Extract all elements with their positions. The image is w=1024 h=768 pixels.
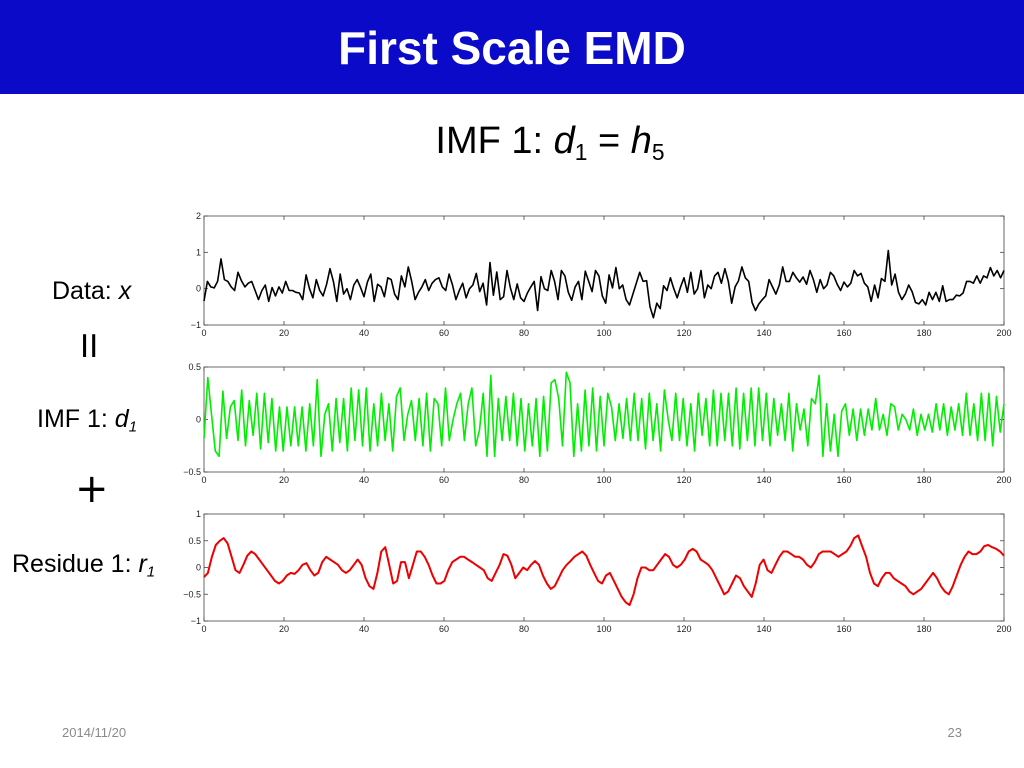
imf-x-tick-label: 180: [916, 475, 931, 485]
residue-y-tick-label: −0.5: [183, 589, 201, 599]
data-x-tick-label: 60: [439, 328, 449, 338]
imf-label-sub: 1: [128, 418, 138, 436]
footer-date: 2014/11/20: [62, 725, 127, 740]
imf-y-tick-label: −0.5: [183, 467, 201, 477]
plus-symbol: +: [75, 466, 109, 512]
imf-x-tick-label: 40: [359, 475, 369, 485]
imf-x-tick-label: 100: [596, 475, 611, 485]
imf-x-tick-label: 200: [996, 475, 1011, 485]
residue-label: Residue 1: r1: [12, 550, 156, 581]
residue-x-tick-label: 140: [756, 624, 771, 634]
residue-x-tick-label: 100: [596, 624, 611, 634]
data-label-var: x: [118, 277, 132, 305]
imf-series-line: [203, 371, 1005, 458]
residue-x-tick-label: 80: [519, 624, 529, 634]
slide-title: First Scale EMD: [338, 22, 686, 74]
residue-y-tick-label: 0: [196, 563, 201, 573]
imf-x-tick-label: 80: [519, 475, 529, 485]
data-label-text: Data:: [52, 277, 119, 305]
data-y-tick-label: 2: [196, 211, 201, 221]
data-x-tick-label: 160: [836, 328, 851, 338]
subtitle-var-h: h: [630, 120, 652, 162]
data-label: Data: x: [52, 277, 131, 306]
imf-x-tick-label: 120: [676, 475, 691, 485]
residue-x-tick-label: 40: [359, 624, 369, 634]
data-y-tick-label: 0: [196, 284, 201, 294]
data-x-tick-label: 200: [996, 328, 1011, 338]
subtitle-equals: =: [587, 120, 631, 162]
slide-subtitle: IMF 1: d1 = h5: [0, 120, 1024, 163]
imf-x-tick-label: 140: [756, 475, 771, 485]
residue-x-tick-label: 20: [279, 624, 289, 634]
data-y-tick-label: −1: [191, 320, 201, 330]
residue-plot: 0 20 40 60 80 100 120 140 160 180 200 −1 −0.5 0 0.5 1: [183, 509, 1011, 634]
imf-label: IMF 1: d1: [37, 405, 138, 436]
data-x-tick-label: 40: [359, 328, 369, 338]
imf-plot: 0 20 40 60 80 100 120 140 160 180 200−0.500.5: [183, 362, 1011, 485]
residue-x-tick-label: 60: [439, 624, 449, 634]
residue-label-text: Residue 1:: [12, 550, 139, 578]
data-y-tick-label: 1: [196, 247, 201, 257]
residue-y-tick-label: −1: [191, 616, 201, 626]
subtitle-prefix: IMF 1:: [435, 120, 554, 162]
equals-symbol: II: [80, 329, 99, 365]
data-x-tick-label: 20: [279, 328, 289, 338]
imf-y-tick-label: 0.5: [188, 362, 201, 372]
residue-label-var: r: [138, 550, 147, 578]
slide-number: 23: [947, 725, 962, 740]
residue-plot-frame: [203, 513, 1005, 622]
residue-x-tick-label: 200: [996, 624, 1011, 634]
residue-y-tick-label: 1: [196, 509, 201, 519]
residue-x-tick-label: 180: [916, 624, 931, 634]
subtitle-sub-h: 5: [651, 138, 665, 165]
residue-label-sub: 1: [146, 563, 156, 581]
residue-y-tick-label: 0.5: [188, 536, 201, 546]
subtitle-var-d: d: [553, 120, 575, 162]
data-x-tick-label: 180: [916, 328, 931, 338]
imf-label-text: IMF 1:: [37, 405, 115, 433]
data-x-tick-label: 0: [201, 328, 206, 338]
imf-y-tick-label: 0: [196, 415, 201, 425]
data-x-tick-label: 80: [519, 328, 529, 338]
data-series-line: [203, 249, 1005, 319]
residue-x-tick-label: 120: [676, 624, 691, 634]
data-x-tick-label: 120: [676, 328, 691, 338]
data-plot-frame: [203, 215, 1005, 326]
imf-x-tick-label: 0: [201, 475, 206, 485]
residue-x-tick-label: 0: [201, 624, 206, 634]
subtitle-sub-d: 1: [574, 138, 588, 165]
data-x-tick-label: 100: [596, 328, 611, 338]
imf-label-var: d: [114, 405, 129, 433]
imf-x-tick-label: 60: [439, 475, 449, 485]
imf-x-tick-label: 160: [836, 475, 851, 485]
residue-x-tick-label: 160: [836, 624, 851, 634]
data-x-tick-label: 140: [756, 328, 771, 338]
title-bar: [0, 0, 1024, 94]
imf-x-tick-label: 20: [279, 475, 289, 485]
residue-series-line: [203, 534, 1005, 606]
